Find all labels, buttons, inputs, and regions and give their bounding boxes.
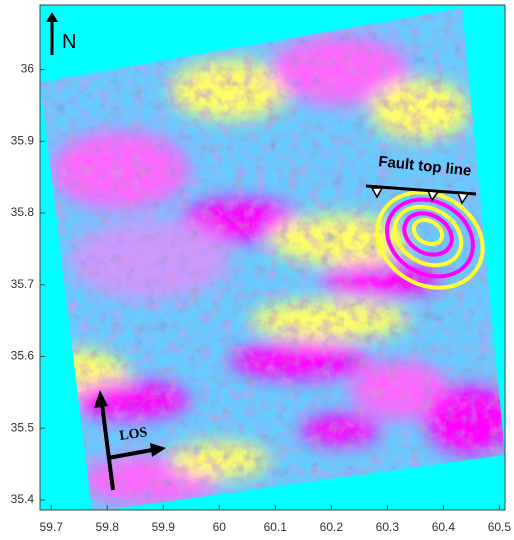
x-tick-label: 60.3 bbox=[376, 520, 400, 534]
map-figure: N Fault top line LOS 59.759.859.96060.16… bbox=[0, 0, 514, 540]
x-tick-label: 60.5 bbox=[488, 520, 512, 534]
x-tick-label: 59.8 bbox=[96, 520, 120, 534]
plot-area bbox=[30, 0, 514, 520]
y-tick-label: 36 bbox=[21, 62, 35, 76]
x-tick-label: 59.7 bbox=[40, 520, 64, 534]
y-tick-label: 35.8 bbox=[11, 205, 35, 219]
x-tick-label: 60.4 bbox=[432, 520, 456, 534]
interferogram bbox=[30, 0, 514, 520]
x-tick-label: 60.2 bbox=[320, 520, 344, 534]
x-tick-label: 59.9 bbox=[152, 520, 176, 534]
y-tick-label: 35.4 bbox=[11, 492, 35, 506]
y-tick-label: 35.9 bbox=[11, 133, 35, 147]
north-label: N bbox=[62, 31, 76, 53]
y-tick-label: 35.6 bbox=[11, 349, 35, 363]
y-tick-label: 35.7 bbox=[11, 277, 35, 291]
y-tick-label: 35.5 bbox=[11, 420, 35, 434]
x-tick-label: 60 bbox=[213, 520, 227, 534]
x-tick-label: 60.1 bbox=[264, 520, 288, 534]
